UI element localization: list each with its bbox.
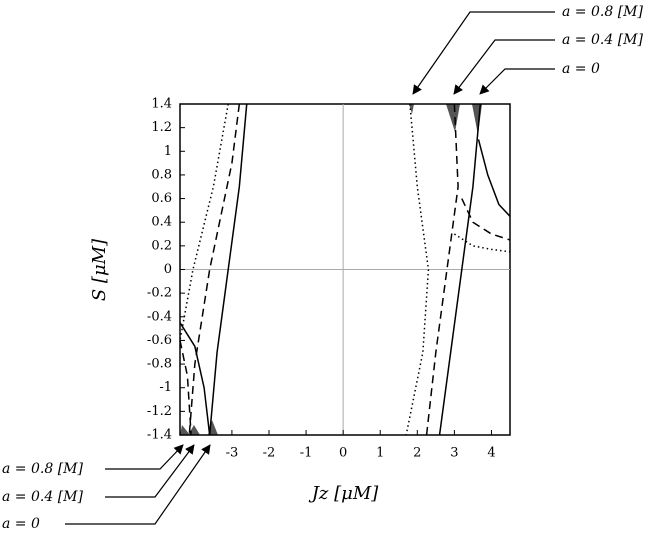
annotation: a = 0.8 [M] [562, 4, 643, 20]
y-axis-label: S [μM] [89, 238, 110, 301]
curve [179, 322, 211, 436]
y-tick-label: 1.4 [151, 97, 172, 112]
y-tick-label: 0.2 [151, 238, 172, 253]
y-tick-label: -1.2 [147, 404, 172, 419]
y-tick-label: 0.8 [151, 167, 172, 182]
x-tick-label: 1 [376, 446, 384, 461]
curve [425, 103, 459, 436]
y-tick-label: 1.2 [151, 120, 172, 135]
curve [188, 103, 241, 436]
curve [208, 103, 248, 436]
x-tick-label: -2 [263, 446, 276, 461]
x-tick-label: 0 [339, 446, 347, 461]
y-tick-label: 0.4 [151, 215, 172, 230]
curve [179, 103, 229, 341]
x-tick-label: 3 [450, 446, 458, 461]
annotation-arrows [65, 11, 555, 525]
y-tick-label: -1 [159, 380, 172, 395]
y-tick-label: -1.4 [147, 428, 172, 443]
x-tick-label: -3 [226, 446, 239, 461]
x-tick-label: 4 [487, 446, 495, 461]
curve [438, 103, 482, 436]
annotation: a = 0.4 [M] [2, 489, 83, 505]
x-axis-label: Jz [μM] [308, 483, 380, 504]
annotation: a = 0.4 [M] [562, 32, 643, 48]
curve [461, 198, 511, 241]
y-tick-label: 0 [164, 262, 172, 277]
y-tick-label: 0.6 [151, 191, 172, 206]
x-tick-label: 2 [413, 446, 421, 461]
x-tick-label: -1 [300, 446, 313, 461]
y-tick-label: -0.6 [147, 333, 172, 348]
annotation: a = 0 [562, 61, 600, 77]
curve [405, 103, 430, 436]
y-tick-label: -0.2 [147, 286, 172, 301]
curve [477, 139, 511, 217]
curve [453, 233, 511, 253]
annotation: a = 0 [2, 516, 40, 532]
y-tick-label: 1 [164, 144, 172, 159]
annotation: a = 0.8 [M] [2, 461, 83, 477]
y-tick-label: -0.4 [147, 309, 172, 324]
y-tick-label: -0.8 [147, 357, 172, 372]
